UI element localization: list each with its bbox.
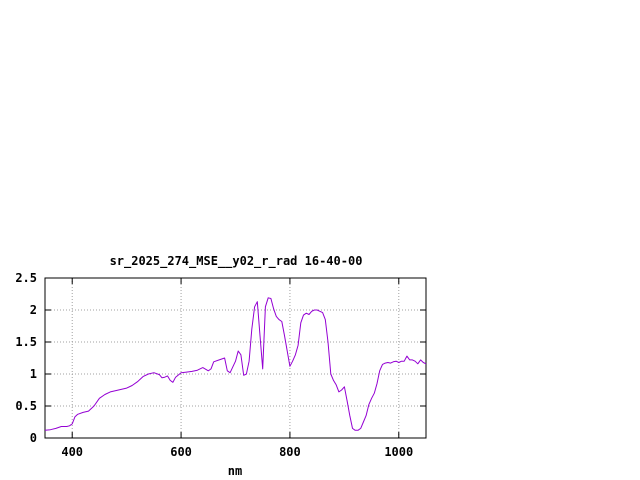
x-tick-label: 800 xyxy=(279,445,301,459)
y-tick-label: 0.5 xyxy=(15,399,37,413)
y-tick-label: 0 xyxy=(30,431,37,445)
series-line xyxy=(44,297,427,431)
x-tick-label: 600 xyxy=(170,445,192,459)
y-tick-label: 1.5 xyxy=(15,335,37,349)
y-tick-label: 2 xyxy=(30,303,37,317)
y-tick-label: 1 xyxy=(30,367,37,381)
plot-frame xyxy=(44,277,427,439)
grid xyxy=(45,278,426,438)
chart-title: sr_2025_274_MSE__y02_r_rad 16-40-00 xyxy=(110,254,363,269)
x-axis-label: nm xyxy=(228,464,242,478)
series-layer xyxy=(44,297,427,431)
y-tick-label: 2.5 xyxy=(15,271,37,285)
y-axis: 0 0.5 1 1.5 2 2.5 xyxy=(15,271,426,445)
x-tick-label: 1000 xyxy=(384,445,413,459)
x-axis: 400 600 800 1000 xyxy=(61,278,413,459)
x-tick-label: 400 xyxy=(61,445,83,459)
plot-border xyxy=(44,277,427,439)
